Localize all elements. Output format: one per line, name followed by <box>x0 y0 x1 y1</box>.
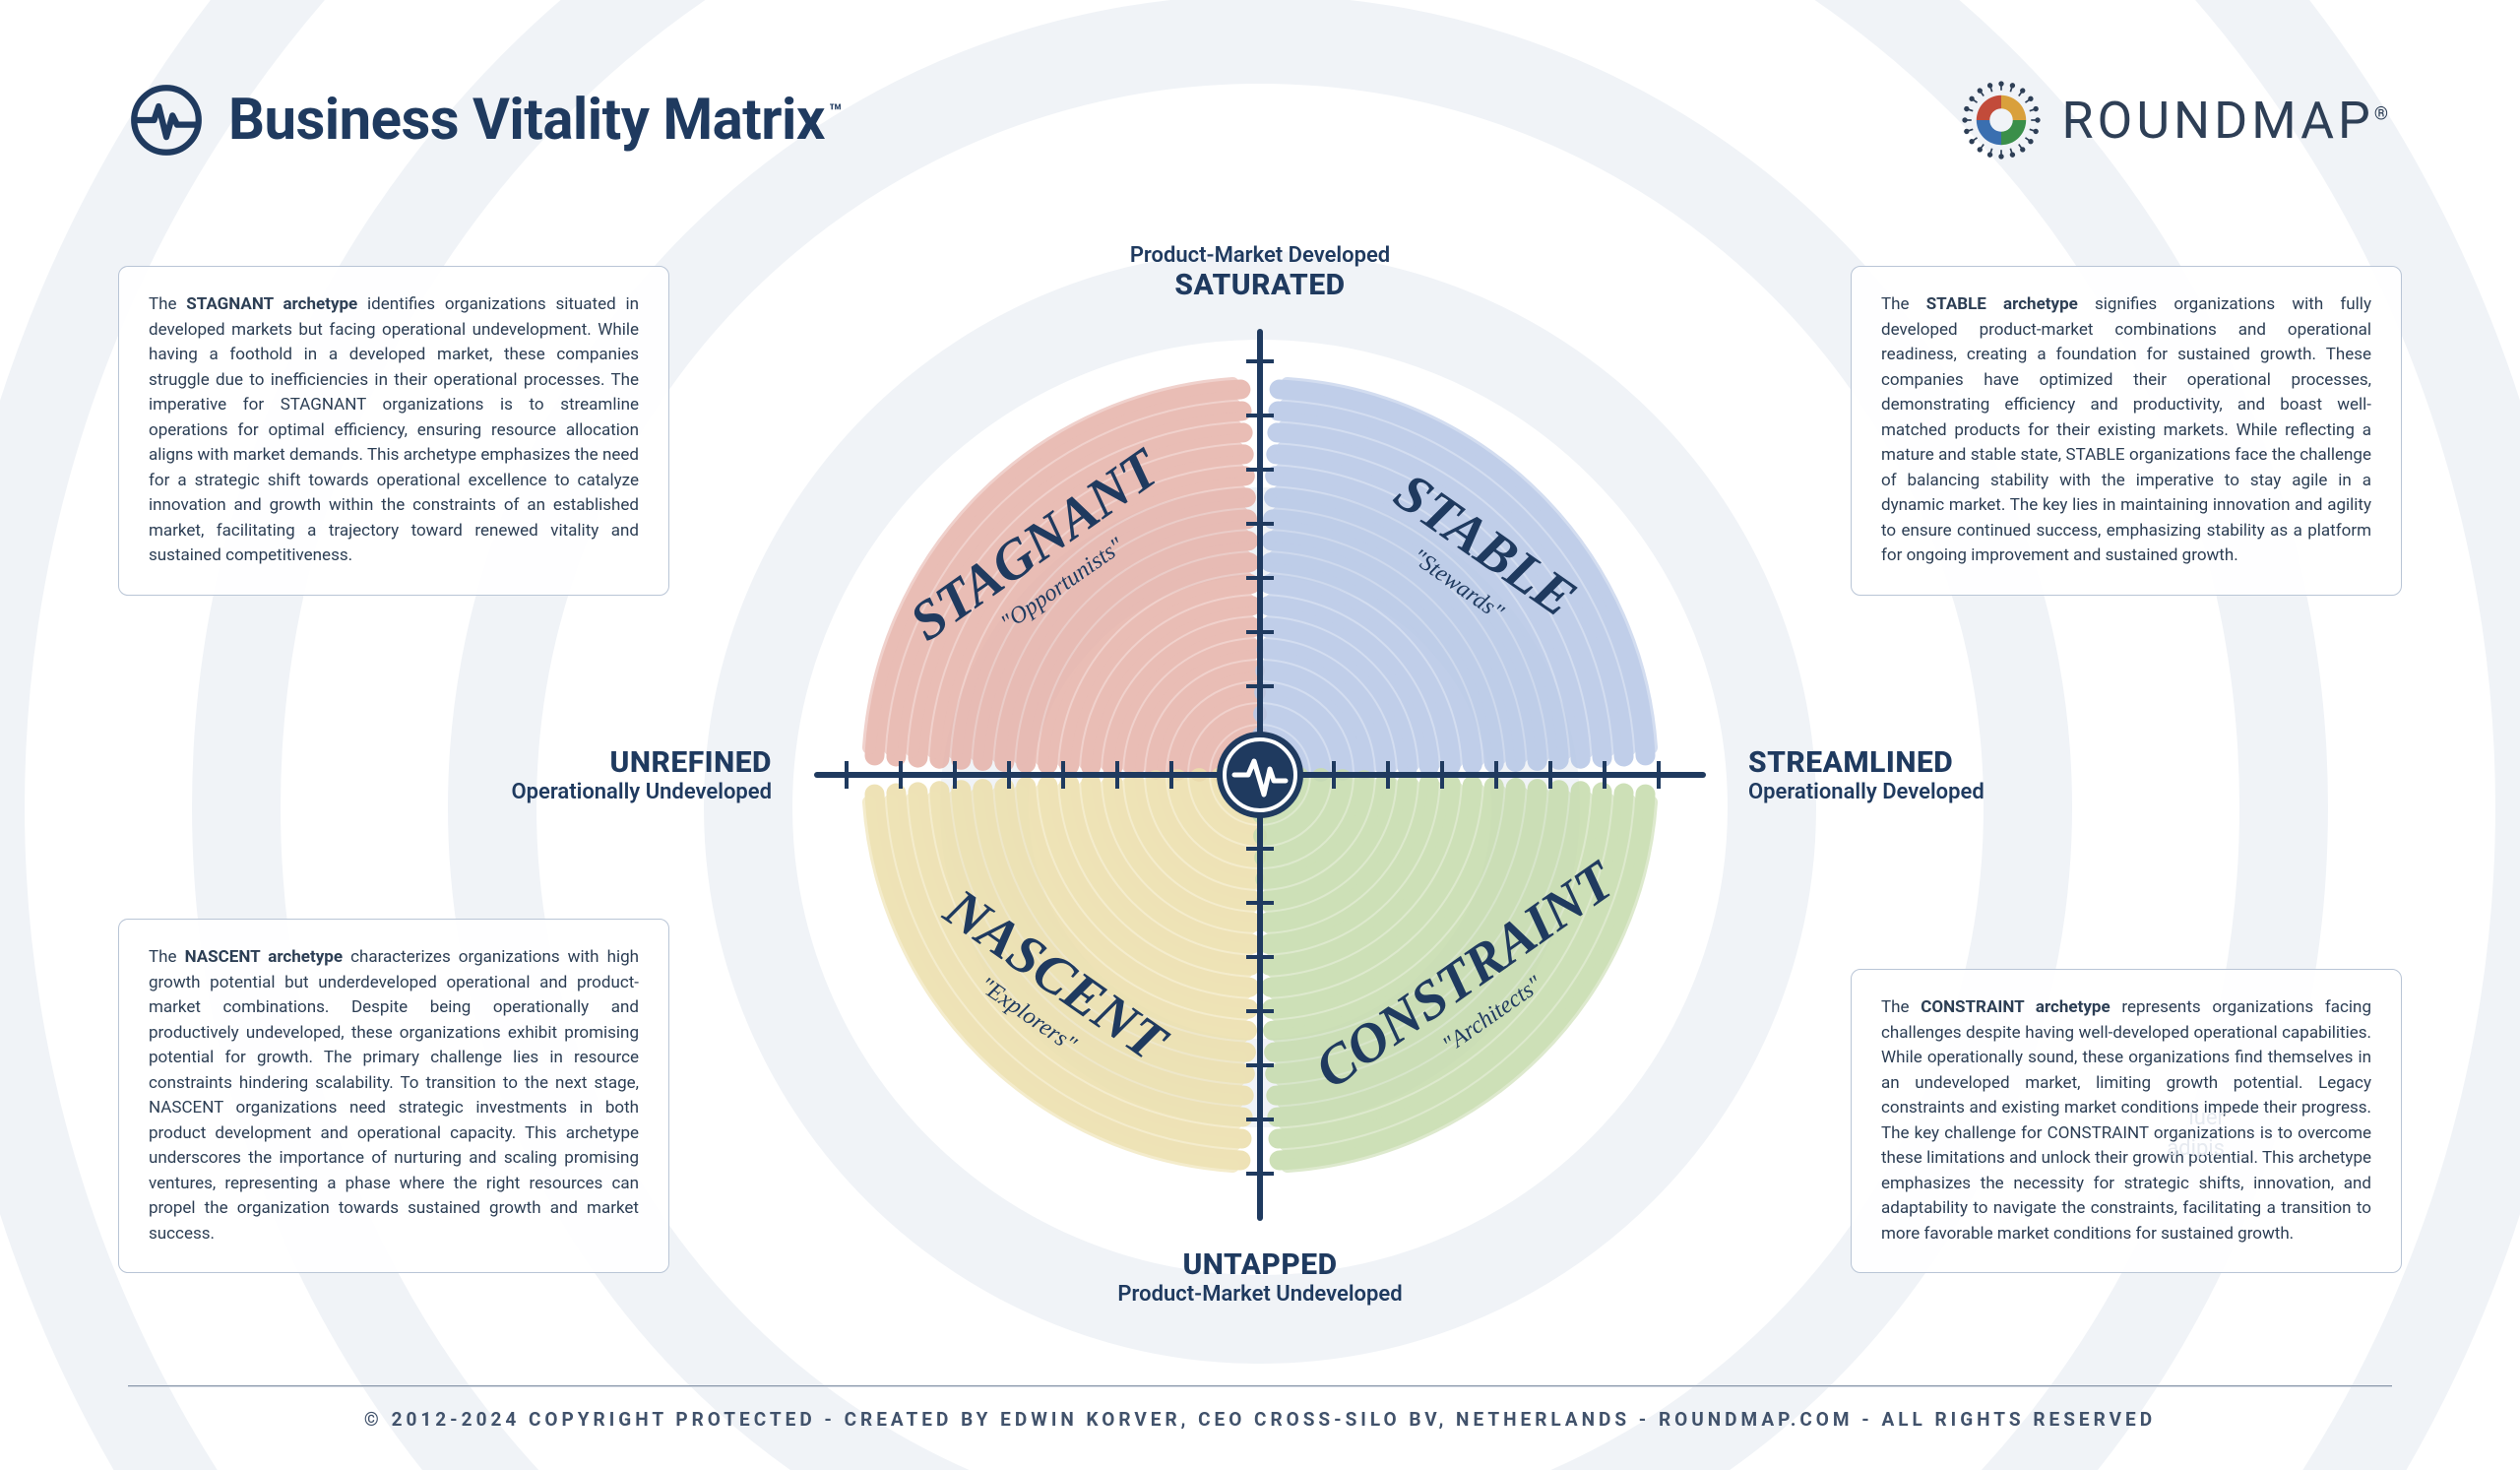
vitality-matrix: Product-Market Developed SATURATED UNTAP… <box>807 322 1713 1228</box>
axis-right-small: Operationally Developed <box>1748 780 2162 804</box>
axis-left-small: Operationally Undeveloped <box>358 780 772 804</box>
ghost-watermark: luer adipis <box>2167 1104 2225 1165</box>
callout-prefix: The <box>149 947 185 967</box>
axis-right-big: STREAMLINED <box>1748 745 2162 780</box>
callout-body: characterizes organizations with high gr… <box>149 947 639 1244</box>
roundmap-logo-icon <box>1960 79 2043 161</box>
callout-stagnant: The STAGNANT archetype identifies organi… <box>118 266 669 596</box>
axis-top-small: Product-Market Developed <box>965 243 1555 268</box>
callout-prefix: The <box>1881 997 1921 1017</box>
diagram-stage: The STAGNANT archetype identifies organi… <box>0 197 2520 1352</box>
callout-body: identifies organizations situated in dev… <box>149 294 639 565</box>
callout-nascent: The NASCENT archetype characterizes orga… <box>118 919 669 1273</box>
callout-body: signifies organizations with fully devel… <box>1881 294 2371 565</box>
axis-label-right: STREAMLINED Operationally Developed <box>1748 745 2162 804</box>
footer-copyright: © 2012-2024 COPYRIGHT PROTECTED - CREATE… <box>0 1408 2520 1431</box>
registered-symbol: ® <box>2374 103 2392 124</box>
axis-left-big: UNREFINED <box>358 745 772 780</box>
callout-constraint: The CONSTRAINT archetype represents orga… <box>1851 969 2402 1273</box>
roundmap-text: ROUNDMAP <box>2062 91 2374 151</box>
callout-lead: STAGNANT archetype <box>186 294 357 314</box>
brand-left: Business Vitality Matrix™ <box>128 82 842 159</box>
axis-bottom-big: UNTAPPED <box>965 1247 1555 1282</box>
ghost-l2: adipis <box>2167 1134 2225 1165</box>
axis-top-big: SATURATED <box>965 268 1555 302</box>
axis-label-bottom: UNTAPPED Product-Market Undeveloped <box>965 1247 1555 1307</box>
title-text: Business Vitality Matrix <box>228 87 825 154</box>
pulse-logo-icon <box>128 82 205 159</box>
footer-rule <box>128 1385 2392 1387</box>
ghost-l1: luer <box>2167 1104 2225 1134</box>
roundmap-wordmark: ROUNDMAP® <box>2062 91 2393 151</box>
header: Business Vitality Matrix™ <box>128 79 2392 161</box>
brand-right: ROUNDMAP® <box>1960 79 2393 161</box>
callout-prefix: The <box>149 294 186 314</box>
callout-lead: NASCENT archetype <box>185 947 343 967</box>
callout-body: represents organizations facing challeng… <box>1881 997 2371 1244</box>
callout-lead: CONSTRAINT archetype <box>1921 997 2110 1017</box>
callout-stable: The STABLE archetype signifies organizat… <box>1851 266 2402 596</box>
callout-lead: STABLE archetype <box>1926 294 2078 314</box>
axis-label-top: Product-Market Developed SATURATED <box>965 243 1555 302</box>
axis-label-left: UNREFINED Operationally Undeveloped <box>358 745 772 804</box>
matrix-svg: STAGNANT"Opportunists"STABLE"Stewards"NA… <box>807 322 1713 1228</box>
page-title: Business Vitality Matrix™ <box>228 87 842 154</box>
trademark-symbol: ™ <box>829 100 842 125</box>
axis-bottom-small: Product-Market Undeveloped <box>965 1282 1555 1307</box>
callout-prefix: The <box>1881 294 1926 314</box>
